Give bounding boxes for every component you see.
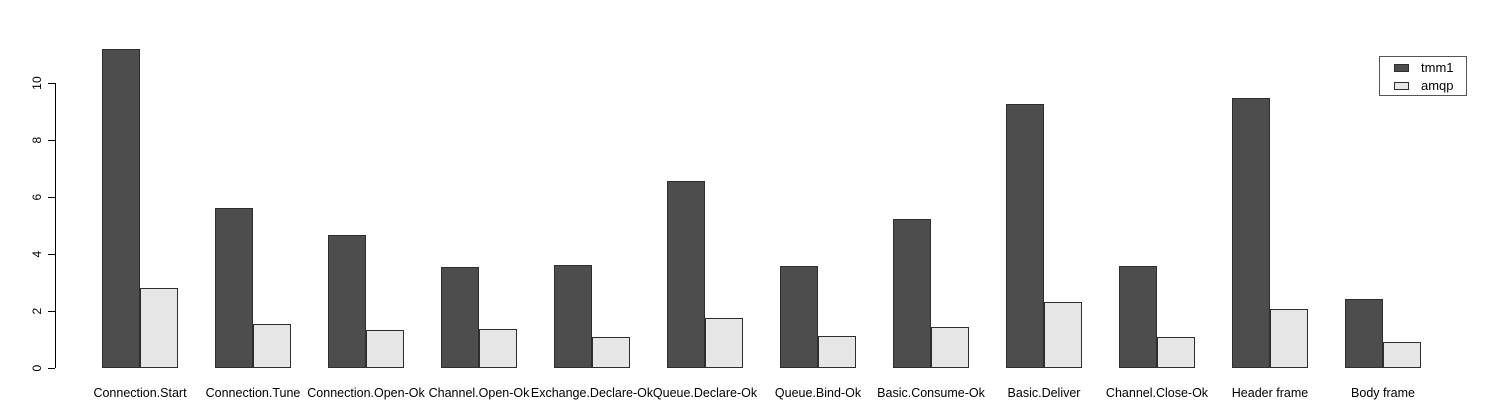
y-axis-tick-label: 8 [30, 136, 44, 144]
y-axis-tick [48, 197, 55, 198]
bar-tmm1 [215, 208, 253, 368]
y-axis-tick [48, 140, 55, 141]
legend-entry: amqp [1394, 78, 1454, 93]
x-axis-label: Queue.Declare-Ok [652, 386, 758, 400]
bar-tmm1 [1006, 104, 1044, 368]
x-axis-label: Connection.Tune [205, 386, 301, 400]
y-axis-tick [48, 254, 55, 255]
y-axis-tick-label: 2 [30, 307, 44, 315]
legend-swatch-icon [1394, 81, 1409, 90]
x-axis-label: Connection.Open-Ok [307, 386, 425, 400]
bar-amqp [140, 288, 178, 368]
y-axis-line [55, 83, 56, 368]
x-axis-label: Exchange.Declare-Ok [530, 386, 654, 400]
bar-amqp [705, 318, 743, 368]
bar-tmm1 [1119, 266, 1157, 368]
bar-amqp [479, 329, 517, 368]
x-axis-label: Channel.Close-Ok [1105, 386, 1209, 400]
y-axis-tick [48, 83, 55, 84]
bar-tmm1 [328, 235, 366, 368]
y-axis-tick-label: 6 [30, 193, 44, 201]
y-axis-tick [48, 311, 55, 312]
bar-amqp [1270, 309, 1308, 368]
bar-tmm1 [1345, 299, 1383, 368]
x-axis-label: Body frame [1351, 386, 1415, 400]
bar-amqp [1383, 342, 1421, 368]
y-axis-tick-label: 0 [30, 364, 44, 372]
bar-amqp [931, 327, 969, 368]
y-axis-tick-label: 4 [30, 250, 44, 258]
bar-amqp [253, 324, 291, 368]
legend-entry: tmm1 [1394, 60, 1454, 75]
x-axis-label: Connection.Start [93, 386, 187, 400]
bar-amqp [818, 336, 856, 368]
legend-label: tmm1 [1421, 60, 1454, 75]
legend: tmm1 amqp [1379, 56, 1467, 96]
bar-tmm1 [102, 49, 140, 368]
bar-tmm1 [1232, 98, 1270, 368]
legend-swatch-icon [1394, 63, 1409, 72]
bar-tmm1 [780, 266, 818, 368]
y-axis-tick-label: 10 [30, 76, 44, 90]
x-axis-label: Basic.Deliver [1007, 386, 1081, 400]
bar-amqp [1044, 302, 1082, 368]
x-axis-label: Basic.Consume-Ok [877, 386, 985, 400]
bar-tmm1 [554, 265, 592, 368]
legend-label: amqp [1421, 78, 1454, 93]
bar-amqp [1157, 337, 1195, 368]
bar-amqp [592, 337, 630, 368]
bar-tmm1 [893, 219, 931, 368]
x-axis-label: Channel.Open-Ok [428, 386, 530, 400]
x-axis-label: Header frame [1231, 386, 1309, 400]
x-axis-label: Queue.Bind-Ok [774, 386, 862, 400]
bar-tmm1 [667, 181, 705, 368]
y-axis-tick [48, 368, 55, 369]
bar-tmm1 [441, 267, 479, 368]
bar-amqp [366, 330, 404, 368]
